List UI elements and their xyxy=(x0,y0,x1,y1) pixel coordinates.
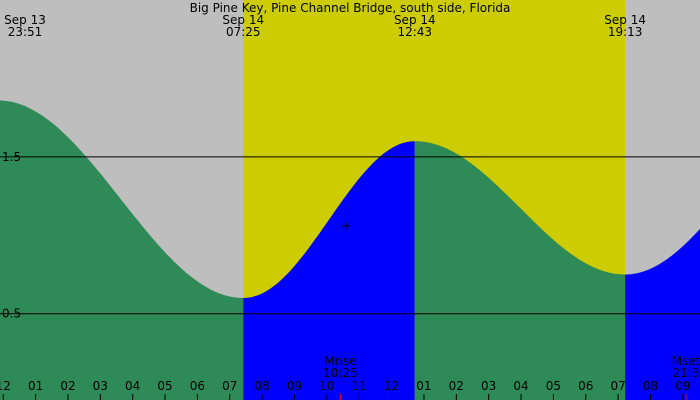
hour-tick-label: 09 xyxy=(287,379,302,393)
hour-tick-label: 01 xyxy=(28,379,43,393)
hour-tick-label: 04 xyxy=(125,379,140,393)
hour-tick-label: 12 xyxy=(0,379,11,393)
event-date-label: Sep 13 xyxy=(4,13,46,27)
reference-lines: 1.5 0.5 xyxy=(0,150,700,321)
event-date-label: Sep 14 xyxy=(394,13,436,27)
hour-tick-label: 07 xyxy=(222,379,237,393)
event-time-label: 12:43 xyxy=(397,25,432,39)
reference-label: 0.5 xyxy=(2,307,21,321)
hour-tick-label: 12 xyxy=(384,379,399,393)
hour-tick-label: 05 xyxy=(546,379,561,393)
hour-tick-label: 08 xyxy=(254,379,269,393)
event-date-label: Sep 14 xyxy=(604,13,646,27)
event-time-label: 23:51 xyxy=(8,25,43,39)
tide-areas xyxy=(0,100,700,400)
ebb-area xyxy=(0,100,244,400)
hour-tick-label: 05 xyxy=(157,379,172,393)
ebb-area xyxy=(414,141,626,400)
hour-tick-label: 07 xyxy=(610,379,625,393)
hour-tick-label: 03 xyxy=(481,379,496,393)
hour-tick-label: 03 xyxy=(93,379,108,393)
hour-tick-label: 09 xyxy=(675,379,690,393)
hour-tick-label: 06 xyxy=(190,379,205,393)
flood-area xyxy=(243,141,415,400)
hour-tick-label: 11 xyxy=(352,379,367,393)
event-time-label: 19:13 xyxy=(608,25,643,39)
hour-tick-label: 01 xyxy=(416,379,431,393)
reference-label: 1.5 xyxy=(2,150,21,164)
hour-axis: 1112010203040506070809101112010203040506… xyxy=(0,379,690,400)
hour-tick-label: 02 xyxy=(60,379,75,393)
hour-tick-label: 06 xyxy=(578,379,593,393)
hour-tick-label: 10 xyxy=(319,379,334,393)
moon-event-label: Mrise xyxy=(324,354,356,368)
flood-area xyxy=(625,228,700,400)
moon-event-label: Mset xyxy=(672,354,700,368)
moon-event-time: 10:25 xyxy=(323,366,358,380)
moon-event-time: 21:3 xyxy=(673,366,700,380)
event-time-label: 07:25 xyxy=(226,25,261,39)
hour-tick-label: 04 xyxy=(513,379,528,393)
hour-tick-label: 08 xyxy=(643,379,658,393)
hour-tick-label: 02 xyxy=(449,379,464,393)
event-date-label: Sep 14 xyxy=(222,13,264,27)
chart-title: Big Pine Key, Pine Channel Bridge, south… xyxy=(190,1,511,15)
